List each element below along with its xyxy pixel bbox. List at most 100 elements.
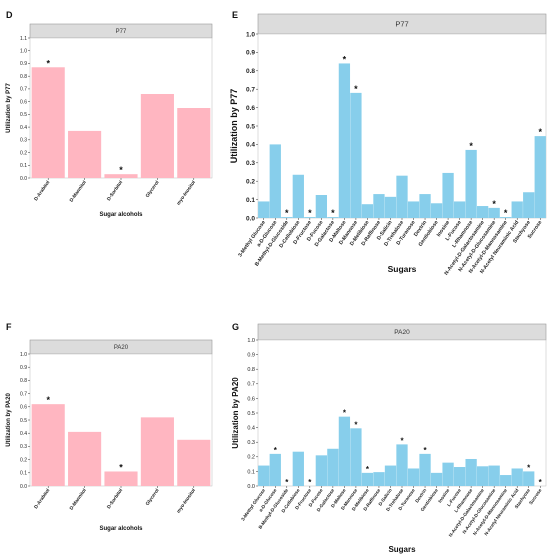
bar: [338, 416, 351, 486]
significance-star: *: [274, 446, 278, 455]
y-tick-label: 0.9: [20, 61, 27, 67]
y-tick-label: 0.4: [20, 125, 27, 131]
bar: [534, 136, 546, 218]
bar: [407, 468, 420, 486]
y-tick-label: 0.0: [246, 215, 255, 222]
x-axis-title: Sugar alcohols: [99, 526, 143, 532]
significance-star: *: [469, 141, 473, 151]
bar: [453, 201, 466, 218]
bar: [396, 175, 408, 218]
chart-d: P77 0.0 0.1 0.2 0.3 0.4 0.5 0.6 0.7 0.8 0.9 1.0 1.1 *…: [6, 23, 213, 218]
y-tick-label: 0.5: [247, 411, 255, 417]
bar: [292, 174, 304, 218]
bar: [361, 204, 374, 218]
bar: [327, 448, 339, 486]
significance-star: *: [343, 54, 347, 64]
bar: [104, 471, 138, 486]
significance-star: *: [354, 420, 358, 429]
bar: [269, 144, 281, 218]
panel-e: E P77 0.0 0.1 0.2 0.3 0.4 0.5 0.6 0.7 0.8 0.9 1.0 3-…: [228, 0, 550, 278]
bar: [338, 63, 351, 218]
significance-star: *: [539, 478, 543, 487]
strip-title: P77: [395, 19, 408, 28]
y-axis-title: Utilization by PA20: [231, 377, 240, 449]
y-tick-label: 0.2: [20, 150, 27, 156]
bar: [523, 192, 535, 218]
y-tick-label: 0.1: [20, 471, 27, 477]
y-tick-label: 0.0: [20, 484, 27, 490]
bar: [315, 455, 328, 486]
y-tick-label: 0.9: [246, 50, 255, 57]
chart-e: P770.00.10.20.30.40.50.60.70.80.91.03-Me…: [229, 13, 547, 277]
bar: [396, 444, 408, 486]
bar: [430, 203, 443, 218]
panel-letter-e: E: [232, 10, 239, 20]
y-tick-label: 1.1: [20, 36, 27, 42]
y-tick-label: 0.1: [246, 197, 255, 204]
x-tick-label: D-Arabitol: [33, 180, 51, 202]
y-axis-title: Utilization by P77: [6, 83, 12, 133]
y-tick-label: 0.6: [246, 105, 255, 112]
y-tick-label: 0.6: [20, 405, 27, 411]
x-tick-label: myo-Inositol: [176, 180, 197, 207]
x-axis-title: Sugars: [388, 545, 416, 554]
x-tick-label: D-Arabitol: [33, 488, 51, 510]
significance-star: *: [366, 465, 370, 474]
bar: [140, 94, 174, 178]
y-tick-label: 0.8: [20, 378, 27, 384]
bar: [350, 428, 362, 486]
bar: [419, 194, 431, 218]
y-tick-label: 1.0: [20, 352, 27, 358]
x-tick-label: D-Sorbitol: [106, 488, 124, 510]
y-tick-label: 0.7: [20, 87, 27, 93]
chart-g: PA200.00.10.20.30.40.50.60.70.80.91.03-M…: [231, 323, 547, 554]
y-tick-label: 0.2: [246, 178, 255, 185]
bar: [384, 196, 397, 218]
y-tick-label: 0.8: [246, 68, 255, 75]
bar: [523, 471, 535, 486]
significance-star: *: [285, 208, 289, 218]
significance-star: *: [46, 58, 50, 68]
bar: [258, 201, 270, 218]
strip-title: P77: [116, 29, 127, 35]
panel-letter-f: F: [6, 322, 12, 332]
x-tick-label: D-Mannitol: [69, 180, 88, 204]
y-tick-label: 0.8: [247, 367, 255, 373]
bar: [292, 451, 304, 486]
bar: [177, 108, 211, 178]
y-tick-label: 0.4: [20, 431, 27, 437]
significance-star: *: [527, 463, 531, 472]
significance-star: *: [400, 436, 404, 445]
bar: [476, 466, 489, 486]
y-tick-label: 0.5: [20, 112, 27, 118]
y-tick-label: 0.6: [20, 99, 27, 105]
bar: [476, 206, 489, 218]
bar: [511, 468, 523, 486]
y-tick-label: 0.6: [247, 396, 255, 402]
panel-letter-g: G: [232, 322, 240, 332]
bar: [384, 465, 397, 486]
x-axis-title: Sugars: [388, 264, 417, 274]
bar: [269, 453, 281, 486]
bar: [488, 465, 500, 486]
y-tick-label: 0.3: [20, 138, 27, 144]
y-tick-label: 0.3: [246, 160, 255, 167]
bar: [465, 149, 477, 218]
bar: [500, 217, 512, 218]
y-tick-label: 0.5: [246, 123, 255, 130]
y-tick-label: 1.0: [246, 31, 255, 38]
significance-star: *: [46, 395, 50, 405]
bar: [140, 417, 174, 486]
strip-title: PA20: [394, 329, 410, 336]
significance-star: *: [119, 165, 123, 175]
panel-d: D P77 0.0 0.1 0.2 0.3 0.4 0.5 0.6 0.7 0.8 0.9 1.0 1.…: [0, 0, 230, 230]
y-tick-label: 0.7: [247, 382, 255, 388]
bar: [419, 453, 431, 486]
panel-f: F PA20 0.0 0.1 0.2 0.3 0.4 0.5 0.6 0.7 0.8 0.9 1.0 *…: [0, 316, 230, 546]
y-tick-label: 0.3: [247, 440, 255, 446]
bar: [68, 431, 102, 486]
significance-star: *: [308, 208, 312, 218]
y-tick-label: 0.8: [20, 74, 27, 80]
y-tick-label: 1.0: [247, 338, 255, 344]
bar: [315, 195, 328, 218]
